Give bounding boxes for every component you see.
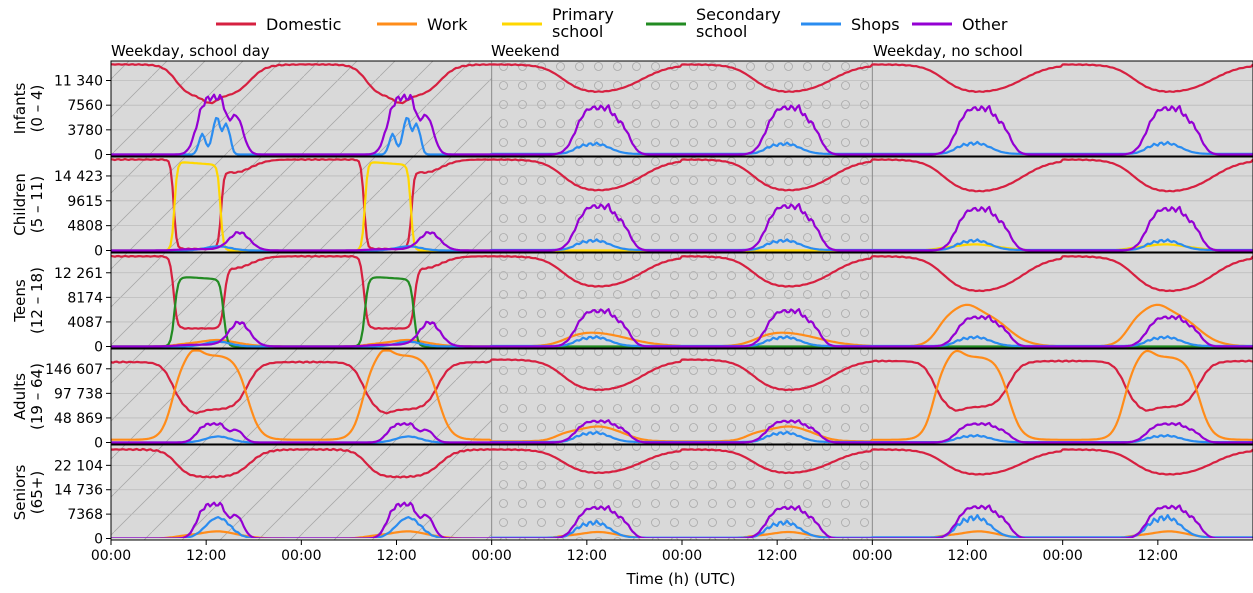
x-tick-label: 00:00 xyxy=(91,548,131,564)
y-tick-label: 14 423 xyxy=(54,169,103,185)
series-line-domestic xyxy=(111,358,1253,415)
legend-label-secondary-1: school xyxy=(696,22,747,41)
legend: Domestic WorkPrimaryschoolSecondaryschool… xyxy=(216,5,1008,41)
panel-children: 0 4808 9615 14 423 Children (5 – 11) xyxy=(11,156,1253,260)
series-line-other xyxy=(111,419,1253,444)
hatch-weekend xyxy=(491,61,873,156)
panel-frame xyxy=(110,252,1253,349)
series-line-domestic xyxy=(111,158,1253,251)
series-line-other xyxy=(111,203,1253,252)
y-tick-label: 0 xyxy=(94,148,103,164)
y-tick-label: 146 607 xyxy=(45,362,103,378)
x-tick-label: 00:00 xyxy=(1042,548,1082,564)
series-line-other xyxy=(111,308,1253,348)
series-line-domestic xyxy=(111,447,1253,479)
y-tick-label: 7368 xyxy=(67,507,103,523)
legend-label-other: Other xyxy=(962,15,1008,34)
legend-label-shops: Shops xyxy=(851,15,900,34)
panel-series xyxy=(111,447,1253,538)
period-label-weekend: Weekend xyxy=(491,42,560,60)
panel-label-seniors: (65+) xyxy=(28,471,46,514)
y-tick-label: 4808 xyxy=(67,219,103,235)
y-tick-label: 14 736 xyxy=(54,483,103,499)
panel-series xyxy=(111,158,1253,252)
panel-label-adults: (19 – 64) xyxy=(28,363,46,430)
period-label-school-day: Weekday, school day xyxy=(111,42,270,60)
legend-item-other: Other xyxy=(912,15,1008,34)
panel-series xyxy=(111,349,1253,444)
legend-label-primary-0: Primary xyxy=(552,5,614,24)
series-line-other xyxy=(111,93,1253,156)
y-tick-label: 97 738 xyxy=(54,386,103,402)
panel-label-children: Children xyxy=(11,173,29,235)
legend-label-secondary-0: Secondary xyxy=(696,5,781,24)
x-tick-label: 00:00 xyxy=(662,548,702,564)
y-tick-label: 9615 xyxy=(67,194,103,210)
x-tick-label: 12:00 xyxy=(567,548,607,564)
panel-frame xyxy=(110,60,1253,157)
y-tick-label: 4087 xyxy=(67,315,103,331)
panel-label-teens: Teens xyxy=(11,279,29,323)
y-tick-label: 8174 xyxy=(67,290,103,306)
hatch-school_day xyxy=(111,61,492,156)
panel-label-infants: (0 – 4) xyxy=(28,85,46,133)
x-tick-label: 00:00 xyxy=(471,548,511,564)
hatch-weekend xyxy=(491,157,873,252)
legend-item-work: Work xyxy=(377,15,468,34)
legend-item-shops: Shops xyxy=(801,15,900,34)
panel-label-teens: (12 – 18) xyxy=(28,267,46,334)
panel-label-adults: Adults xyxy=(11,373,29,420)
hatch-school_day xyxy=(111,349,492,444)
legend-label-work: Work xyxy=(427,15,468,34)
period-label-no-school: Weekday, no school xyxy=(873,42,1023,60)
panel-seniors: 0 7368 14 736 22 104 Seniors (65+) xyxy=(11,444,1253,548)
y-tick-label: 48 869 xyxy=(54,411,103,427)
y-tick-label: 0 xyxy=(94,340,103,356)
y-tick-label: 0 xyxy=(94,244,103,260)
x-tick-label: 12:00 xyxy=(376,548,416,564)
legend-item-domestic: Domestic xyxy=(216,15,341,34)
panel-label-seniors: Seniors xyxy=(11,465,29,521)
x-tick-label: 12:00 xyxy=(1138,548,1178,564)
legend-label-domestic: Domestic xyxy=(266,15,341,34)
x-tick-label: 12:00 xyxy=(947,548,987,564)
y-tick-label: 12 261 xyxy=(54,266,103,282)
legend-label-primary-1: school xyxy=(552,22,603,41)
x-axis: 00:00 12:00 00:00 12:00 00:00 12:00 00:00 12:00… xyxy=(91,540,1178,564)
y-tick-label: 0 xyxy=(94,532,103,548)
panel-teens: 0 4087 8174 12 261 Teens (12 – 18) xyxy=(11,252,1253,356)
panel-infants: 0 3780 7560 11 340 Infants (0 – 4) xyxy=(11,60,1253,164)
y-tick-label: 0 xyxy=(94,436,103,452)
panel-label-children: (5 – 11) xyxy=(28,176,46,233)
hatch-school_day xyxy=(111,253,492,348)
x-tick-label: 12:00 xyxy=(757,548,797,564)
panel-adults: 0 48 869 97 738 146 607 Adults (19 – 64) xyxy=(11,348,1253,452)
x-tick-label: 00:00 xyxy=(852,548,892,564)
panel-frame xyxy=(110,348,1253,445)
x-tick-label: 12:00 xyxy=(186,548,226,564)
y-tick-label: 3780 xyxy=(67,123,103,139)
panel-frame xyxy=(110,156,1253,253)
x-tick-label: 00:00 xyxy=(281,548,321,564)
panel-series xyxy=(111,254,1253,348)
series-line-domestic xyxy=(111,63,1253,105)
hatch-weekend xyxy=(491,253,873,348)
panel-label-infants: Infants xyxy=(11,83,29,135)
series-line-domestic xyxy=(111,254,1253,330)
panels: 0 3780 7560 11 340 Infants (0 – 4) 0 4808 9615 14… xyxy=(11,60,1253,548)
hatch-weekend xyxy=(491,445,873,540)
x-axis-label: Time (h) (UTC) xyxy=(626,570,736,588)
y-tick-label: 22 104 xyxy=(54,458,103,474)
y-tick-label: 11 340 xyxy=(54,74,103,90)
period-labels: Weekday, school day Weekend Weekday, no … xyxy=(111,42,1023,60)
y-tick-label: 7560 xyxy=(67,98,103,114)
panel-series xyxy=(111,63,1253,156)
